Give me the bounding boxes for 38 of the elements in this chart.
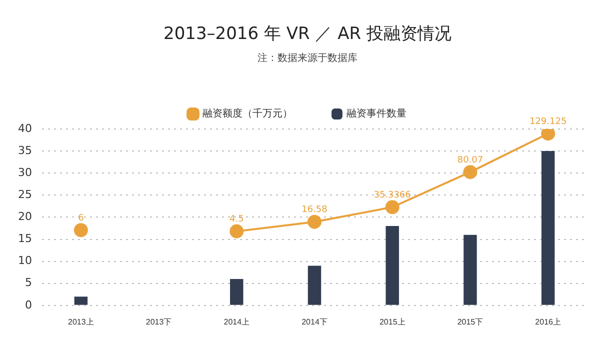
y-tick-label: 25 bbox=[18, 188, 32, 202]
bar bbox=[464, 234, 477, 305]
bar bbox=[386, 226, 399, 305]
x-tick-label: 2014上 bbox=[224, 317, 250, 326]
x-tick-label: 2013下 bbox=[146, 317, 172, 326]
data-label: 4.5 bbox=[229, 214, 244, 225]
legend-label: 融资事件数量 bbox=[346, 108, 406, 120]
point bbox=[463, 165, 478, 180]
bar bbox=[230, 278, 244, 305]
y-tick-label: 0 bbox=[24, 298, 32, 312]
y-tick-label: 5 bbox=[24, 276, 32, 290]
point bbox=[74, 223, 88, 238]
x-tick-label: 2016上 bbox=[535, 317, 561, 326]
chart-subtitle: 注：数据来源于数据库 bbox=[256, 52, 358, 66]
data-label: 6 bbox=[78, 213, 84, 224]
y-tick-label: 15 bbox=[18, 232, 32, 246]
y-tick-label: 30 bbox=[18, 166, 32, 179]
point bbox=[385, 200, 400, 214]
legend-label: 融资额度（千万元） bbox=[202, 108, 292, 120]
point bbox=[541, 129, 556, 141]
x-tick-label: 2014下 bbox=[302, 317, 328, 326]
chart-title: 2013–2016 年 VR ／ AR 投融资情况 bbox=[162, 23, 452, 45]
x-tick-label: 2015下 bbox=[457, 317, 484, 326]
data-label: 16.58 bbox=[302, 205, 328, 216]
data-label: 129.125 bbox=[529, 116, 567, 127]
y-tick-label: 10 bbox=[18, 254, 32, 268]
y-tick-label: 35 bbox=[18, 144, 32, 157]
bar bbox=[541, 151, 555, 305]
x-tick-label: 2013上 bbox=[68, 317, 94, 326]
data-label: 35.3366 bbox=[374, 190, 412, 200]
bar bbox=[74, 296, 88, 305]
x-tick-label: 2015上 bbox=[379, 317, 406, 326]
point bbox=[230, 224, 244, 238]
y-tick-label: 40 bbox=[18, 122, 32, 135]
data-label: 80.07 bbox=[457, 155, 484, 166]
point bbox=[308, 214, 322, 229]
y-tick-label: 20 bbox=[18, 210, 32, 224]
bar bbox=[308, 266, 322, 305]
